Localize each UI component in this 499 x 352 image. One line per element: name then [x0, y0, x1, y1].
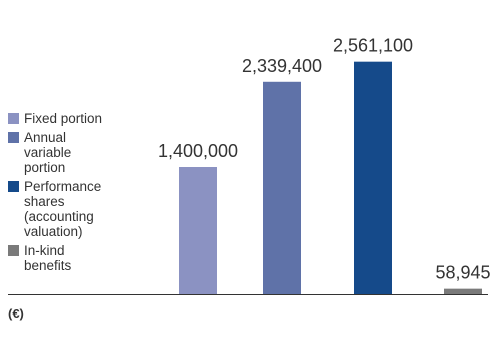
- legend-label-line: In-kind: [24, 243, 65, 258]
- legend-swatch-in-kind-benefits: [8, 245, 19, 256]
- bar-1: [179, 167, 217, 294]
- bar-value-label-2: 2,339,400: [242, 56, 322, 76]
- legend-label-line: Fixed portion: [24, 111, 103, 126]
- bar-value-label-3: 2,561,100: [333, 36, 413, 56]
- legend-swatch-performance-shares: [8, 181, 19, 192]
- legend-item-performance-shares: Performance shares (accounting valuation…: [8, 179, 133, 239]
- bar-value-label-4: 58,945: [435, 263, 490, 283]
- legend-label-line: (accounting: [24, 209, 94, 224]
- legend-label-fixed-portion: Fixed portion: [24, 111, 102, 126]
- legend-item-annual-variable-portion: Annual variable portion: [8, 130, 133, 175]
- legend-item-in-kind-benefits: In-kind benefits: [8, 243, 133, 273]
- bar-2: [263, 81, 301, 295]
- legend-label-line: Annual: [24, 130, 67, 145]
- legend-label-line: valuation): [24, 224, 83, 239]
- legend-label-annual-variable-portion: Annual variable portion: [24, 130, 71, 175]
- bar-value-label-1: 1,400,000: [158, 141, 238, 161]
- legend-label-line: Performance: [24, 179, 102, 194]
- legend-label-line: portion: [24, 160, 66, 175]
- legend-swatch-fixed-portion: [8, 113, 19, 124]
- chart-legend: Fixed portion Annual variable portion Pe…: [8, 111, 133, 277]
- bar-3: [354, 61, 392, 294]
- legend-label-line: variable: [24, 145, 72, 160]
- bar-4: [444, 288, 482, 294]
- legend-label-in-kind-benefits: In-kind benefits: [24, 243, 71, 273]
- legend-label-performance-shares: Performance shares (accounting valuation…: [24, 179, 101, 239]
- legend-label-line: benefits: [24, 258, 72, 273]
- legend-swatch-annual-variable-portion: [8, 132, 19, 143]
- legend-label-line: shares: [24, 194, 65, 209]
- unit-label: (€): [8, 306, 24, 321]
- legend-item-fixed-portion: Fixed portion: [8, 111, 133, 126]
